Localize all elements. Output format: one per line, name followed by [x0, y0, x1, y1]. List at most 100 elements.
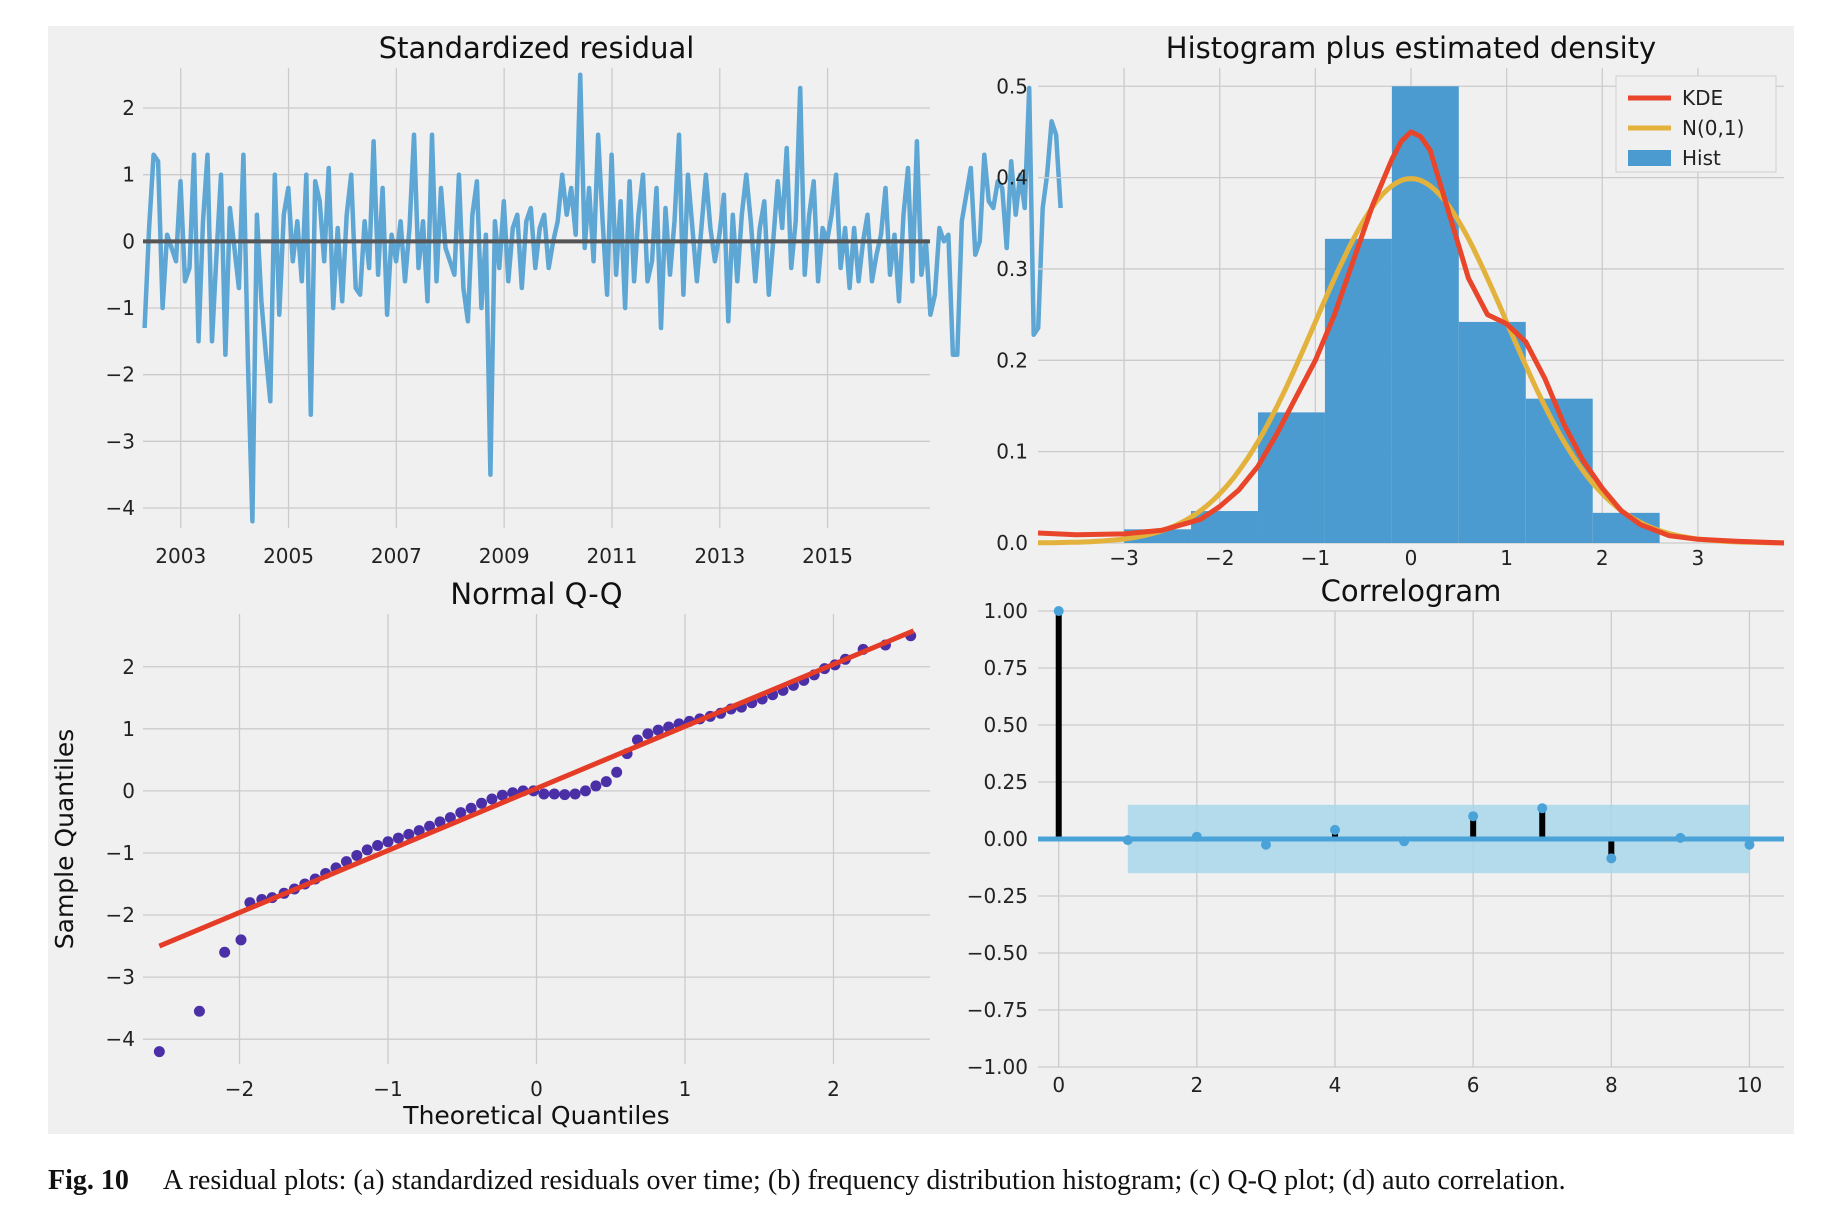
x-tick-label: 2003	[155, 544, 206, 568]
y-tick-label: 0.3	[996, 257, 1028, 281]
qq-point	[611, 766, 623, 778]
x-tick-label: 1	[1500, 546, 1513, 570]
caption-label: Fig. 10	[48, 1165, 129, 1196]
acf-marker	[1399, 836, 1410, 847]
x-tick-label: 2005	[263, 544, 314, 568]
qq-point	[465, 802, 477, 814]
histogram-bar	[1191, 511, 1258, 543]
histogram-bar	[1391, 86, 1459, 543]
y-tick-label: 0.75	[983, 656, 1028, 680]
acf-marker	[1675, 832, 1686, 843]
figure-canvas: 2003 2005 2007 2009 2011 2013 2015−4−3−2−1012S…	[50, 31, 1785, 1130]
y-tick-label: −3	[106, 965, 135, 989]
legend-entry: Hist	[1682, 146, 1721, 170]
y-tick-label: 0.2	[996, 348, 1028, 372]
y-tick-label: −1.00	[967, 1055, 1028, 1079]
caption-text: A residual plots: (a) standardized resid…	[162, 1165, 1566, 1196]
acf-marker	[1606, 853, 1617, 864]
qq-point	[235, 934, 247, 946]
histogram-bar	[1458, 321, 1526, 543]
y-tick-label: −3	[106, 429, 135, 453]
x-tick-label: 2007	[371, 544, 422, 568]
qq-point	[476, 797, 488, 809]
qq-point	[455, 807, 467, 819]
acf-marker	[1537, 803, 1548, 814]
qq-point	[580, 785, 592, 797]
y-axis-label: Sample Quantiles	[50, 729, 79, 949]
y-tick-label: 0.00	[983, 827, 1028, 851]
x-tick-label: 3	[1692, 546, 1705, 570]
x-tick-label: 2	[1596, 546, 1609, 570]
qq-point	[600, 776, 612, 788]
chart-title: Standardized residual	[379, 31, 695, 65]
residual-series-line	[142, 72, 1063, 524]
x-tick-label: 2009	[479, 544, 530, 568]
qq-point	[219, 946, 231, 958]
legend-swatch-hist	[1628, 150, 1671, 166]
qq-point	[372, 840, 384, 852]
chart-title: Normal Q-Q	[450, 577, 622, 611]
y-tick-label: −2	[106, 363, 135, 387]
x-tick-label: −1	[1301, 546, 1330, 570]
x-tick-label: −1	[373, 1077, 402, 1101]
qq-point	[424, 820, 436, 832]
qq-point	[382, 836, 394, 848]
y-tick-label: 1	[122, 717, 135, 741]
figure-caption: Fig. 10 A residual plots: (a) standardize…	[48, 1165, 1794, 1197]
y-tick-label: −1	[106, 841, 135, 865]
acf-marker	[1330, 824, 1341, 835]
x-tick-label: 2011	[587, 544, 638, 568]
qq-point	[434, 816, 446, 828]
acf-marker	[1260, 839, 1271, 850]
qq-point	[590, 780, 602, 792]
x-tick-label: 0	[530, 1077, 543, 1101]
acf-marker	[1191, 831, 1202, 842]
x-axis-label: Theoretical Quantiles	[402, 1101, 669, 1130]
legend-entry: N(0,1)	[1682, 116, 1744, 140]
qq-reference-line	[158, 628, 915, 949]
x-tick-label: 0	[1052, 1073, 1065, 1097]
y-tick-label: −0.25	[967, 884, 1028, 908]
x-tick-label: −3	[1109, 546, 1138, 570]
y-tick-label: −1	[106, 296, 135, 320]
histogram-bar	[1257, 412, 1325, 543]
y-tick-label: 0.5	[996, 74, 1028, 98]
acf-marker	[1468, 811, 1479, 822]
acf-marker	[1122, 835, 1133, 846]
x-tick-label: 4	[1329, 1073, 1342, 1097]
y-tick-label: 2	[122, 96, 135, 120]
qq-point	[652, 724, 664, 736]
x-tick-label: 2013	[694, 544, 745, 568]
y-tick-label: −4	[106, 496, 135, 520]
y-tick-label: 1.00	[983, 599, 1028, 623]
y-tick-label: −0.75	[967, 998, 1028, 1022]
qq-point	[392, 832, 404, 844]
kde-line	[1037, 129, 1785, 546]
x-tick-label: −2	[1205, 546, 1234, 570]
y-tick-label: 0.4	[996, 166, 1028, 190]
x-tick-label: 2	[1191, 1073, 1204, 1097]
qq-point	[413, 825, 425, 837]
x-tick-label: 2	[827, 1077, 840, 1101]
x-tick-label: 1	[679, 1077, 692, 1101]
qq-point	[548, 788, 560, 800]
qq-point	[642, 728, 654, 740]
histogram-bar	[1324, 238, 1392, 543]
x-tick-label: 0	[1405, 546, 1418, 570]
qq-point	[538, 788, 550, 800]
legend-entry: KDE	[1682, 86, 1723, 110]
y-tick-label: −4	[106, 1027, 135, 1051]
acf-marker	[1744, 839, 1755, 850]
figure: 2003 2005 2007 2009 2011 2013 2015 −4 −3 −2 −1 0 1 2 S…	[48, 26, 1794, 1134]
x-tick-label: 10	[1737, 1073, 1762, 1097]
qq-point	[153, 1046, 165, 1058]
y-tick-label: 0	[122, 229, 135, 253]
y-tick-label: 1	[122, 163, 135, 187]
qq-point	[496, 789, 508, 801]
qq-point	[361, 844, 373, 856]
y-tick-label: −2	[106, 903, 135, 927]
y-tick-label: 0	[122, 779, 135, 803]
qq-point	[403, 828, 415, 840]
qq-point	[559, 789, 571, 801]
qq-point	[569, 788, 581, 800]
